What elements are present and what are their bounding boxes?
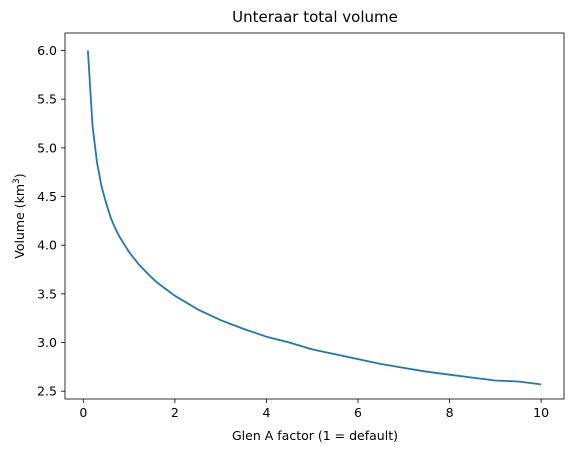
y-axis: 2.5 3.0 3.5 4.0 4.5 5.0 5.5 6.0 — [37, 43, 65, 399]
series-line — [87, 50, 542, 386]
x-axis-label: Glen A factor (1 = default) — [232, 428, 398, 443]
x-tick-label: 10 — [533, 405, 549, 420]
y-tick-label: 3.0 — [37, 335, 57, 350]
y-tick-label: 4.0 — [37, 238, 57, 253]
y-tick-label: 6.0 — [37, 43, 57, 58]
x-axis: 0 2 4 6 8 10 — [79, 399, 549, 420]
y-tick-label: 2.5 — [37, 384, 57, 399]
y-tick-label: 5.0 — [37, 140, 57, 155]
x-tick-label: 2 — [171, 405, 179, 420]
chart-title: Unteraar total volume — [232, 8, 398, 26]
plot-frame — [64, 32, 565, 400]
y-axis-label-main: Volume (km — [12, 184, 27, 259]
y-tick-label: 4.5 — [37, 189, 57, 204]
y-tick-label: 5.5 — [37, 92, 57, 107]
y-tick-label: 3.5 — [37, 286, 57, 301]
x-tick-label: 4 — [262, 405, 270, 420]
x-tick-label: 0 — [79, 405, 87, 420]
y-axis-label-superscript: 3 — [12, 178, 22, 184]
x-tick-label: 6 — [354, 405, 362, 420]
y-axis-label: Volume (km3) — [12, 173, 27, 258]
y-axis-label-end: ) — [12, 173, 27, 178]
x-tick-label: 8 — [446, 405, 454, 420]
plot-area — [87, 50, 542, 386]
